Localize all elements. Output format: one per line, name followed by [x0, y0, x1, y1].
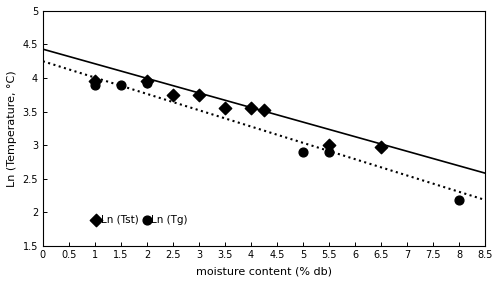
Ln (Tg) — [299, 149, 307, 154]
Ln (Tg) — [456, 198, 464, 202]
Ln (Tst) — [195, 93, 203, 97]
Ln (Tg) — [117, 82, 125, 87]
Ln (Tst) — [377, 145, 385, 149]
Ln (Tst) — [325, 143, 333, 147]
Ln (Tst) — [169, 93, 177, 97]
Ln (Tst) — [247, 106, 255, 110]
Ln (Tst) — [260, 108, 268, 112]
Ln (Tst) — [221, 106, 229, 110]
Ln (Tst) — [143, 79, 151, 83]
Ln (Tg) — [143, 80, 151, 85]
Y-axis label: Ln (Temperature, °C): Ln (Temperature, °C) — [7, 70, 17, 186]
X-axis label: moisture content (% db): moisture content (% db) — [196, 266, 332, 276]
Legend: Ln (Tst), Ln (Tg): Ln (Tst), Ln (Tg) — [92, 210, 192, 229]
Ln (Tg) — [91, 82, 99, 87]
Ln (Tst) — [91, 79, 99, 83]
Ln (Tg) — [325, 149, 333, 154]
